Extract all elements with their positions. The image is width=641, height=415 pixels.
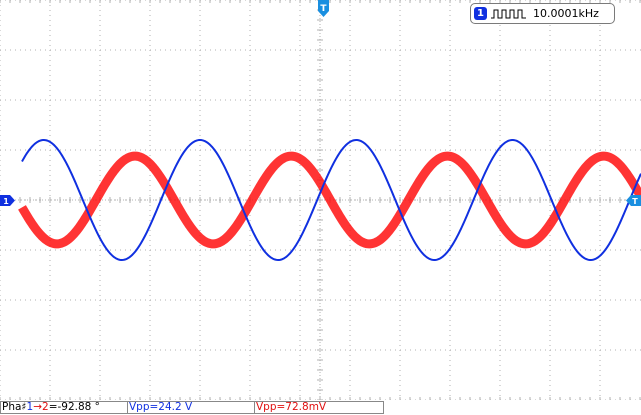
- svg-text:T: T: [320, 4, 327, 14]
- phase-prefix: Pha: [2, 401, 22, 413]
- trigger-level-marker[interactable]: T: [626, 195, 641, 206]
- phase-arrow: →: [33, 401, 43, 413]
- trigger-position-marker[interactable]: T: [318, 0, 329, 17]
- phase-glyph: ♯: [21, 401, 27, 413]
- vpp-ch1-measurement[interactable]: Vpp=24.2 V: [127, 401, 255, 414]
- frequency-value: 10.0001kHz: [533, 7, 599, 20]
- measurement-bar: Pha♯1→2=-92.88 ° Vpp=24.2 V Vpp=72.8mV: [0, 401, 641, 415]
- ch1-waveform: [21, 138, 641, 262]
- channel-badge: 1: [474, 7, 487, 20]
- phase-source-b: 2: [42, 401, 49, 413]
- ch2-waveform: [18, 151, 641, 249]
- square-wave-icon: [491, 9, 526, 18]
- svg-text:1: 1: [3, 197, 9, 206]
- vpp-ch2-measurement[interactable]: Vpp=72.8mV: [254, 401, 384, 414]
- waveform-grid: T 1 T: [0, 0, 641, 400]
- waveform-layer: [18, 138, 641, 262]
- svg-text:T: T: [632, 197, 638, 206]
- phase-source-a: 1: [26, 401, 34, 413]
- graticule: [0, 0, 641, 400]
- frequency-readout: 1 10.0001kHz: [470, 3, 615, 24]
- scope-screen: T 1 T 1 10.0001kHz: [0, 0, 641, 400]
- phase-measurement[interactable]: Pha♯1→2=-92.88 °: [0, 401, 128, 414]
- phase-value: =-92.88 °: [48, 401, 100, 413]
- ch1-ground-marker[interactable]: 1: [0, 195, 15, 206]
